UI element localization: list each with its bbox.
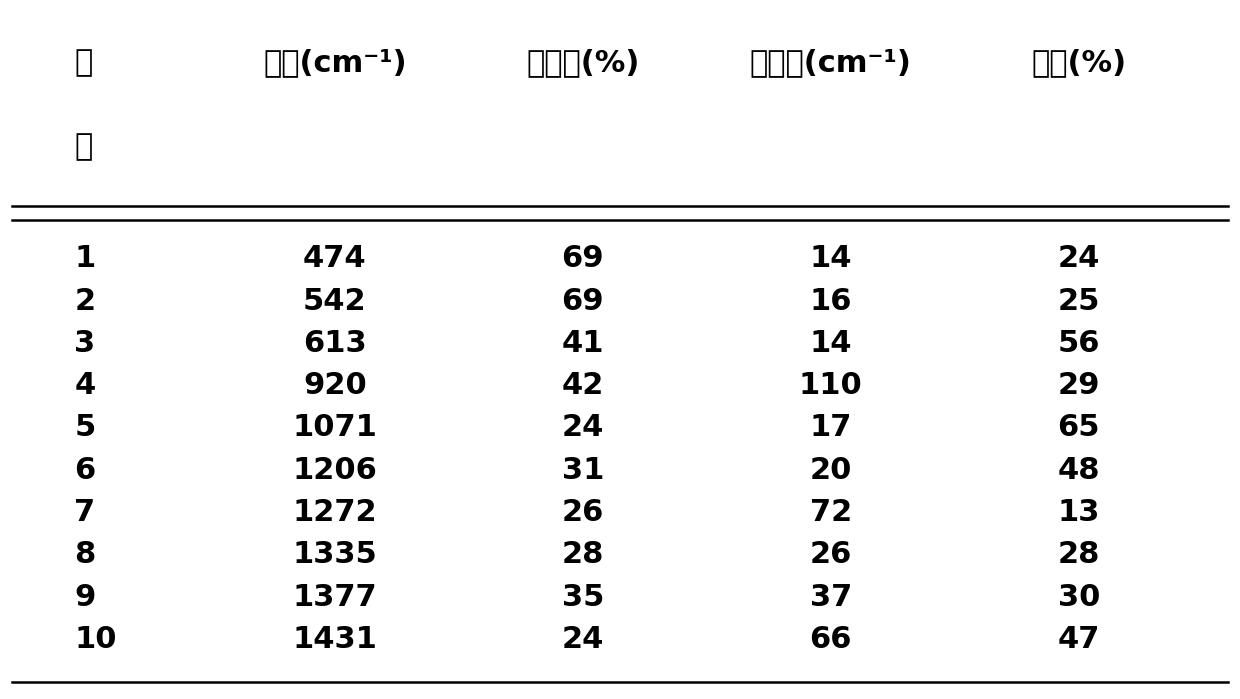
Text: 号: 号 (74, 132, 93, 161)
Text: 110: 110 (799, 371, 863, 400)
Text: 序: 序 (74, 48, 93, 78)
Text: 25: 25 (1058, 287, 1100, 315)
Text: 72: 72 (810, 498, 852, 527)
Text: 14: 14 (810, 329, 852, 358)
Text: 3: 3 (74, 329, 95, 358)
Text: 透过率(%): 透过率(%) (526, 48, 640, 78)
Text: 56: 56 (1058, 329, 1100, 358)
Text: 31: 31 (562, 456, 604, 484)
Text: 4: 4 (74, 371, 95, 400)
Text: 65: 65 (1058, 414, 1100, 442)
Text: 1071: 1071 (293, 414, 377, 442)
Text: 1: 1 (74, 245, 95, 273)
Text: 47: 47 (1058, 625, 1100, 654)
Text: 24: 24 (1058, 245, 1100, 273)
Text: 542: 542 (303, 287, 367, 315)
Text: 24: 24 (562, 625, 604, 654)
Text: 14: 14 (810, 245, 852, 273)
Text: 69: 69 (562, 287, 604, 315)
Text: 30: 30 (1058, 583, 1100, 612)
Text: 半峰宽(cm⁻¹): 半峰宽(cm⁻¹) (750, 48, 911, 78)
Text: 24: 24 (562, 414, 604, 442)
Text: 8: 8 (74, 540, 95, 569)
Text: 37: 37 (810, 583, 852, 612)
Text: 峰差(%): 峰差(%) (1032, 48, 1126, 78)
Text: 10: 10 (74, 625, 117, 654)
Text: 7: 7 (74, 498, 95, 527)
Text: 20: 20 (810, 456, 852, 484)
Text: 26: 26 (810, 540, 852, 569)
Text: 28: 28 (562, 540, 604, 569)
Text: 13: 13 (1058, 498, 1100, 527)
Text: 613: 613 (303, 329, 367, 358)
Text: 29: 29 (1058, 371, 1100, 400)
Text: 1272: 1272 (293, 498, 377, 527)
Text: 17: 17 (810, 414, 852, 442)
Text: 9: 9 (74, 583, 95, 612)
Text: 1377: 1377 (293, 583, 377, 612)
Text: 41: 41 (562, 329, 604, 358)
Text: 920: 920 (303, 371, 367, 400)
Text: 69: 69 (562, 245, 604, 273)
Text: 35: 35 (562, 583, 604, 612)
Text: 48: 48 (1058, 456, 1100, 484)
Text: 474: 474 (303, 245, 367, 273)
Text: 1335: 1335 (293, 540, 377, 569)
Text: 16: 16 (810, 287, 852, 315)
Text: 峰位(cm⁻¹): 峰位(cm⁻¹) (263, 48, 407, 78)
Text: 26: 26 (562, 498, 604, 527)
Text: 28: 28 (1058, 540, 1100, 569)
Text: 42: 42 (562, 371, 604, 400)
Text: 66: 66 (810, 625, 852, 654)
Text: 1206: 1206 (293, 456, 377, 484)
Text: 1431: 1431 (293, 625, 377, 654)
Text: 5: 5 (74, 414, 95, 442)
Text: 6: 6 (74, 456, 95, 484)
Text: 2: 2 (74, 287, 95, 315)
